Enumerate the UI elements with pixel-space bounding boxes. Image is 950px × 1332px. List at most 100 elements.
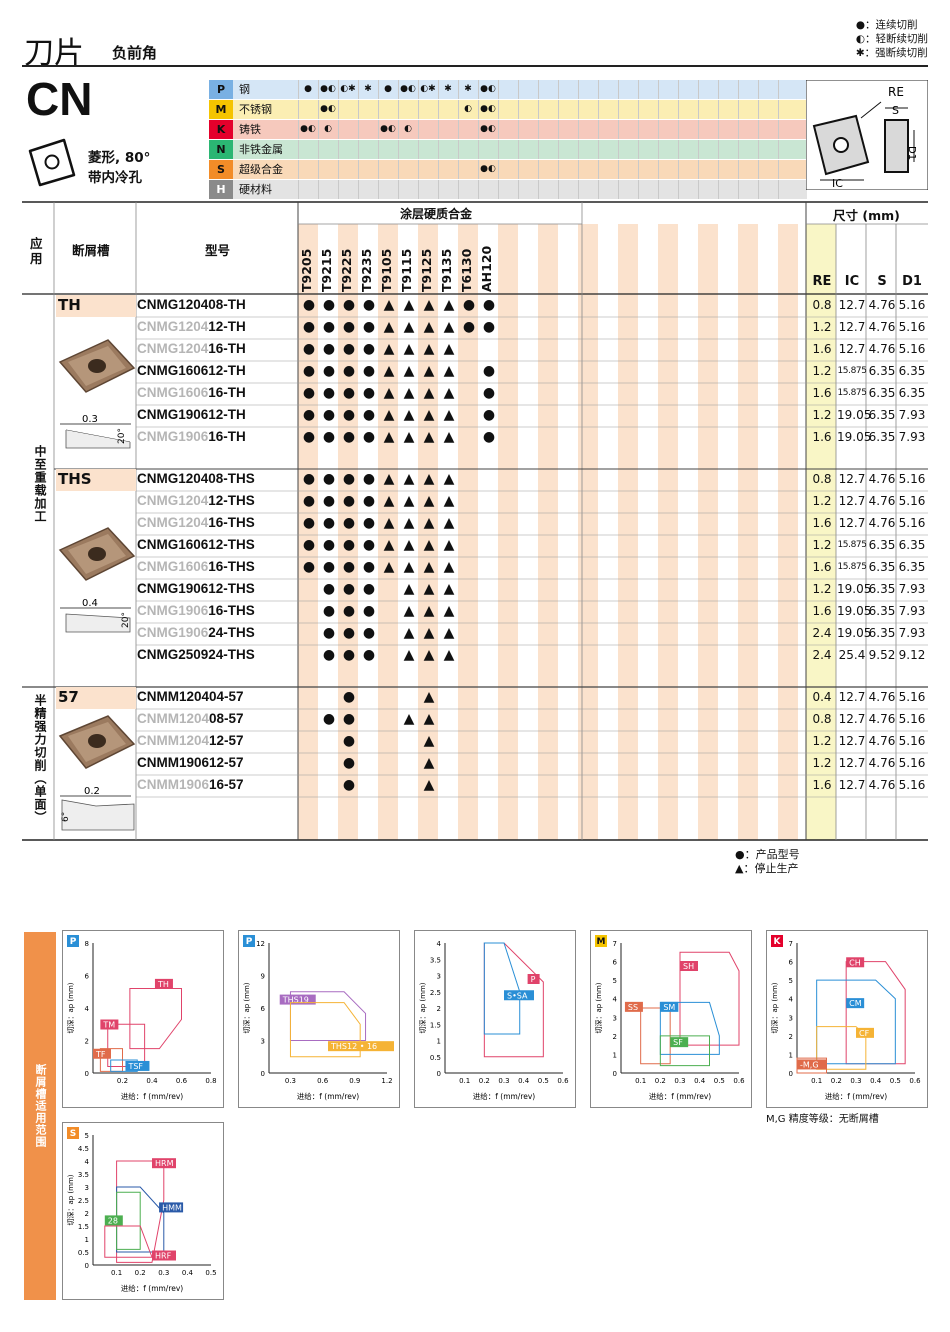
discontinued-triangle: ▲	[423, 559, 435, 575]
y-tick-label: 1	[789, 1051, 793, 1059]
model-prefix: CNMG1906	[137, 625, 209, 640]
table-row[interactable]: CNMG160612-THS ● ● ● ● ▲ ▲ ▲ ▲ 1.2 15.875 6.35 6.35	[137, 534, 927, 556]
size-value: 6.35	[898, 364, 926, 378]
range-chart-svg: 0 0.5 1 1.5 2 2.5 3 3.5 4 0.1 0.2 0.3 0.4 0.5 0.6 进给：f …	[418, 940, 569, 1101]
material-badge	[595, 935, 607, 947]
discontinued-triangle: ▲	[443, 493, 455, 509]
size-value: 5.16	[898, 516, 926, 530]
table-row[interactable]: CNMG120416-THS ● ● ● ● ▲ ▲ ▲ ▲ 1.6 12.7 4.76 5.16	[137, 512, 927, 534]
table-row[interactable]: CNMG160616-THS ● ● ● ● ▲ ▲ ▲ ▲ 1.6 15.875 6.35 6.35	[137, 556, 927, 578]
model-prefix: CNMG1606	[137, 559, 209, 574]
product-dot: ●	[342, 559, 356, 575]
discontinued-triangle: ▲	[383, 319, 395, 335]
table-row[interactable]: CNMM120412-57 ● ▲ 1.2 12.7 4.76 5.16	[137, 730, 927, 752]
table-row[interactable]: CNMG120408-TH ● ● ● ● ▲ ▲ ▲ ▲ ● ● 0.8 12.7 4.76 5.16	[137, 294, 927, 316]
grid-line	[718, 140, 719, 159]
y-tick-label: 3	[789, 1014, 793, 1022]
y-axis-label: 切深：ap (mm)	[594, 982, 603, 1033]
y-tick-label: 6	[85, 973, 90, 981]
table-row[interactable]: CNMM120404-57 ● ▲ 0.4 12.7 4.76 5.16	[137, 686, 927, 708]
grid-line	[758, 140, 759, 159]
model-number: CNMG120408-THS	[137, 468, 255, 490]
grade-header: T9225	[339, 248, 354, 292]
discontinued-triangle: ▲	[443, 537, 455, 553]
material-mark: ◐	[324, 124, 332, 134]
discontinued-triangle: ▲	[423, 689, 435, 705]
model-suffix: 16-THS	[208, 515, 255, 530]
table-row[interactable]: CNMG120412-TH ● ● ● ● ▲ ▲ ▲ ▲ ● ● 1.2 12.7 4.76 5.16	[137, 316, 927, 338]
table-row[interactable]: CNMG190616-THS ● ● ● ▲ ▲ ▲ 1.6 19.05 6.35 7.93	[137, 600, 927, 622]
size-value: 1.2	[812, 582, 832, 596]
range-label: SM	[663, 1003, 675, 1012]
table-row[interactable]: CNMG190612-THS ● ● ● ▲ ▲ ▲ 1.2 19.05 6.35 7.93	[137, 578, 927, 600]
product-dot: ●	[342, 537, 356, 553]
y-tick-label: 0	[85, 1262, 89, 1270]
size-value: 0.8	[812, 472, 832, 486]
size-value: 19.05	[837, 408, 872, 422]
material-mark: ●◐	[480, 124, 496, 134]
grid-line	[478, 180, 479, 199]
grid-line	[718, 120, 719, 139]
table-row[interactable]: CNMM190612-57 ● ▲ 1.2 12.7 4.76 5.16	[137, 752, 927, 774]
range-label-bg	[624, 1001, 643, 1012]
d1-label: D1	[906, 146, 917, 160]
grid-line	[778, 100, 779, 119]
discontinued-triangle: ▲	[403, 363, 415, 379]
grid-line	[378, 180, 379, 199]
product-dot: ●	[482, 363, 496, 379]
table-row[interactable]: CNMG120412-THS ● ● ● ● ▲ ▲ ▲ ▲ 1.2 12.7 4.76 5.16	[137, 490, 927, 512]
discontinued-triangle: ▲	[423, 297, 435, 313]
grid-line	[538, 80, 539, 99]
model-prefix: CNMG1204	[137, 319, 209, 334]
discontinued-triangle: ▲	[423, 537, 435, 553]
size-value: 6.35	[898, 386, 926, 400]
dimension-header: S	[877, 274, 887, 289]
grid-line	[558, 80, 559, 99]
table-row[interactable]: CNMG120416-TH ● ● ● ● ▲ ▲ ▲ ▲ 1.6 12.7 4.76 5.16	[137, 338, 927, 360]
size-value: 7.93	[898, 604, 926, 618]
grid-line	[378, 120, 379, 139]
grade-header: T9105	[379, 248, 394, 292]
x-tick-label: 0.8	[205, 1077, 216, 1085]
discontinued-triangle: ▲	[423, 625, 435, 641]
y-tick-label: 8	[85, 940, 89, 948]
table-row[interactable]: CNMG190612-TH ● ● ● ● ▲ ▲ ▲ ▲ ● 1.2 19.05 6.35 7.93	[137, 404, 927, 426]
size-value: 12.7	[838, 756, 866, 770]
grid-line	[298, 160, 299, 179]
grade-header: T9125	[419, 248, 434, 292]
ic-label: IC	[832, 177, 843, 190]
range-label: TH	[157, 980, 169, 989]
size-value: 5.16	[898, 494, 926, 508]
x-tick-label: 0.3	[674, 1077, 685, 1085]
product-dot: ●	[362, 647, 376, 663]
y-tick-label: 3.5	[430, 956, 441, 964]
table-row[interactable]: CNMM120408-57 ● ● ▲ ▲ 0.8 12.7 4.76 5.16	[137, 708, 927, 730]
range-label-bg	[159, 1202, 184, 1213]
ths-angle-value: 0.4	[82, 598, 98, 609]
table-row[interactable]: CNMG250924-THS ● ● ● ▲ ▲ ▲ 2.4 25.4 9.52 9.12	[137, 644, 927, 666]
y-tick-label: 2	[437, 1005, 441, 1013]
table-row[interactable]: CNMG160616-TH ● ● ● ● ▲ ▲ ▲ ▲ ● 1.6 15.875 6.35 6.35	[137, 382, 927, 404]
size-value: 1.6	[812, 778, 832, 792]
product-dot: ●	[302, 297, 316, 313]
product-dot: ●	[342, 429, 356, 445]
table-row[interactable]: CNMM190616-57 ● ▲ 1.6 12.7 4.76 5.16	[137, 774, 927, 796]
grid-line	[658, 160, 659, 179]
breaker-label: 57	[58, 688, 79, 706]
col-size-group-header: 尺寸 (mm)	[833, 208, 900, 223]
table-row[interactable]: CNMG160612-TH ● ● ● ● ▲ ▲ ▲ ▲ ● 1.2 15.875 6.35 6.35	[137, 360, 927, 382]
x-tick-label: 1.2	[381, 1077, 392, 1085]
model-prefix: CNMG1204	[137, 515, 209, 530]
grid-line	[358, 180, 359, 199]
range-label-bg	[125, 1060, 150, 1071]
product-dot: ●	[302, 471, 316, 487]
table-row[interactable]: CNMG190624-THS ● ● ● ▲ ▲ ▲ 2.4 19.05 6.35 7.93	[137, 622, 927, 644]
grid-line	[698, 180, 699, 199]
table-row[interactable]: CNMG120408-THS ● ● ● ● ▲ ▲ ▲ ▲ 0.8 12.7 4.76 5.16	[137, 468, 927, 490]
x-tick-label: 0.4	[694, 1077, 706, 1085]
product-dot: ●	[362, 559, 376, 575]
application-label-heavy: 中至重载加工	[33, 445, 47, 523]
product-dot: ●	[302, 429, 316, 445]
table-row[interactable]: CNMG190616-TH ● ● ● ● ▲ ▲ ▲ ▲ ● 1.6 19.05 6.35 7.93	[137, 426, 927, 448]
material-mark: ◐✱	[340, 84, 356, 94]
